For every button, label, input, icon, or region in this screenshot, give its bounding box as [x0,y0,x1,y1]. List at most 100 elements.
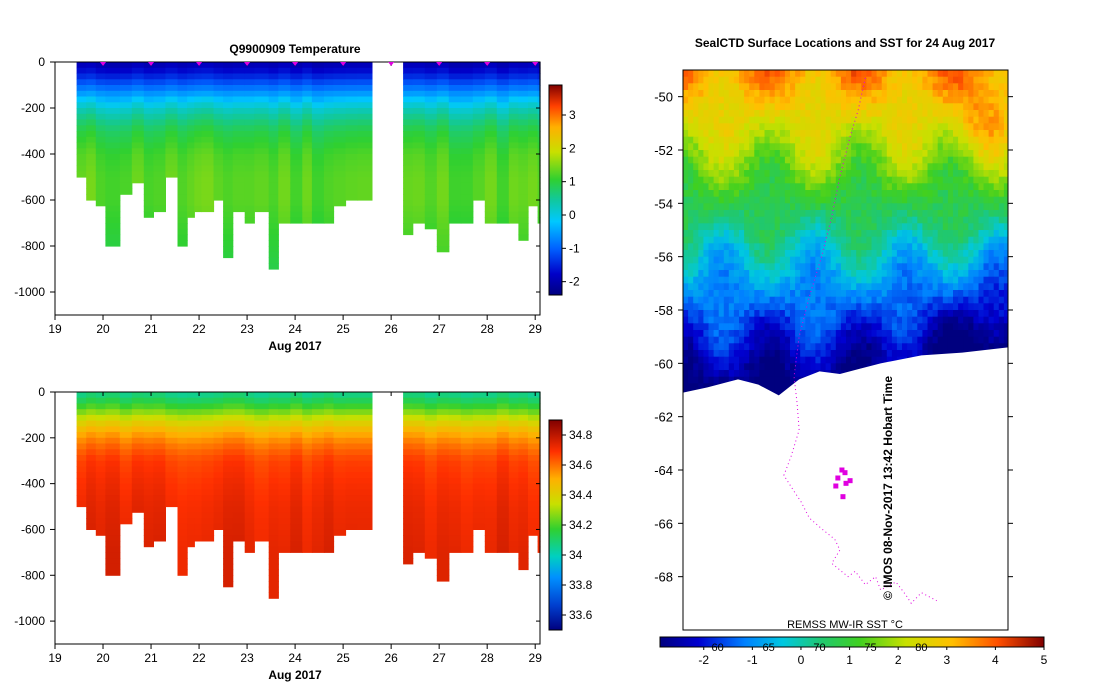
sst-cell [688,143,694,151]
section-cell [508,546,519,553]
section-cell [254,177,270,184]
sst-cell [856,83,862,91]
sst-cell [973,216,979,224]
section-cell [528,73,539,80]
sst-cell [718,270,725,278]
section-cell [244,73,255,80]
sst-cell [764,223,771,231]
sst-cell [861,243,867,251]
sst-cell [947,76,954,84]
sst-cell [790,130,796,138]
sst-cell [932,136,939,144]
section-cell [518,234,529,241]
sst-cell [683,216,689,224]
section-cell [95,73,106,80]
sst-cell [790,83,796,91]
sst-cell [840,223,847,231]
section-cell [357,495,373,502]
section-cell [268,217,279,224]
section-cell [436,62,450,69]
sst-cell [881,136,888,144]
section-cell [484,540,498,548]
sst-cell [978,76,985,84]
section-cell [105,154,121,161]
sst-cell [983,270,990,278]
section-cell [244,523,255,530]
section-cell [153,449,166,456]
section-cell [278,131,291,138]
sst-cell [713,216,720,224]
section-cell [460,466,474,473]
section-cell [345,472,359,479]
section-cell [311,90,325,98]
sst-cell [718,136,725,144]
section-cell [143,194,154,201]
section-cell [357,518,373,525]
sst-cell [937,116,944,124]
sst-cell [805,136,811,144]
sst-cell [683,230,689,238]
sst-cell [947,143,954,151]
section-cell [528,443,539,450]
sst-cell [800,203,806,211]
section-cell [518,403,529,410]
section-cell [436,228,450,236]
sst-cell [790,270,796,278]
section-cell [95,392,106,399]
sst-cell [891,276,898,284]
section-cell [223,552,234,559]
sst-cell [993,150,1000,158]
sst-cell [891,70,898,78]
sst-cell [963,250,969,258]
sst-cell [764,183,771,191]
sst-cell [973,296,979,304]
sst-cell [810,103,816,111]
section-cell [424,443,438,450]
section-cell [213,194,224,201]
x-tick-label: 27 [432,322,446,336]
sst-cell [973,96,979,104]
section-cell [254,420,270,427]
section-cell [86,477,97,485]
sst-cell [790,323,796,331]
section-cell [311,540,325,548]
section-cell [278,432,291,439]
section-cell [187,79,195,86]
section-cell [518,113,529,121]
sst-cell [728,130,735,138]
section-cell [448,455,462,462]
sst-cell [774,310,781,318]
section-cell [484,79,498,86]
section-cell [537,529,541,536]
section-cell [484,397,498,404]
sst-cell [998,256,1005,264]
section-cell [177,529,188,536]
section-cell [143,79,154,86]
sst-cell [790,190,796,198]
section-cell [460,136,474,144]
sst-cell [825,96,832,104]
sst-cell [779,136,786,144]
x-tick-label: 20 [96,651,110,665]
sst-cell [968,176,974,184]
sst-cell [871,256,878,264]
section-cell [187,159,195,167]
section-cell [105,437,121,445]
sst-cell [693,276,699,284]
section-cell [311,171,325,178]
sst-cell [759,290,765,298]
sst-cell [703,163,709,171]
sst-cell [698,96,704,104]
section-cell [436,460,450,467]
sst-cell [973,263,979,271]
section-cell [194,449,203,456]
sst-cell [693,203,699,211]
section-cell [496,142,510,149]
sst-cell [723,183,730,191]
sst-cell [815,256,821,264]
temperature-colorbar [548,84,563,296]
sst-cell [993,303,1000,311]
section-cell [177,426,188,433]
sst-cell [749,90,755,98]
section-cell [86,426,97,433]
